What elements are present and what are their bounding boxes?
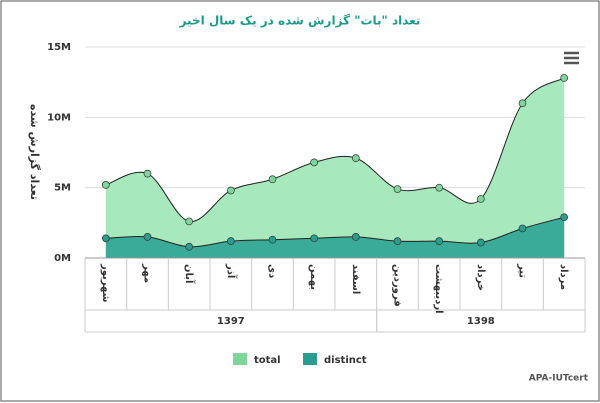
menu-icon[interactable]	[564, 51, 579, 65]
point	[476, 195, 485, 203]
group-label: 1397	[217, 316, 245, 327]
point	[560, 74, 569, 82]
y-tick-label: 5M	[54, 183, 71, 194]
group-label: 1398	[467, 316, 495, 327]
x-tick-label: اردیبهشت	[433, 264, 444, 314]
x-tick-label: فروردین	[392, 264, 403, 307]
point	[351, 233, 360, 241]
legend-label: distinct	[324, 355, 367, 366]
x-tick-label: تیر	[517, 263, 528, 278]
point	[101, 234, 110, 243]
point	[518, 224, 527, 233]
x-tick-label: آبان	[183, 264, 196, 284]
point	[143, 233, 152, 241]
x-tick-label: مرداد	[558, 264, 569, 290]
point	[226, 237, 235, 245]
point	[101, 181, 110, 189]
point	[518, 99, 527, 108]
x-tick-label: مهر	[142, 263, 153, 283]
point	[435, 237, 444, 245]
point	[560, 213, 569, 222]
point	[185, 242, 194, 251]
x-tick-label: شهریور	[100, 263, 111, 303]
point	[435, 183, 444, 192]
x-tick-label: اسفند	[350, 264, 361, 294]
y-tick-label: 0M	[54, 253, 71, 264]
y-tick-label: 15M	[47, 42, 71, 53]
y-tick-label: 10M	[47, 112, 71, 123]
legend-swatch	[303, 353, 317, 365]
x-tick-label: خرداد	[475, 264, 486, 291]
credit: APA-IUTcert	[529, 374, 589, 384]
point	[268, 235, 277, 244]
point	[226, 186, 235, 195]
point	[476, 238, 485, 247]
x-tick-label: دی	[267, 264, 278, 278]
point	[393, 185, 402, 193]
legend-swatch	[233, 353, 247, 365]
point	[393, 237, 402, 245]
point	[143, 169, 152, 178]
y-axis-title: تعداد گزارش شده	[28, 104, 41, 200]
x-tick-label: آذر	[225, 263, 238, 279]
point	[310, 234, 319, 243]
point	[268, 175, 277, 184]
series-line	[105, 77, 565, 222]
x-tick-label: بهمن	[308, 264, 319, 290]
chart-title: تعداد "بات" گزارش شده در یک سال اخیر	[179, 14, 421, 28]
point	[351, 154, 360, 162]
legend-label: total	[254, 355, 281, 366]
point	[310, 158, 319, 167]
area-fill	[105, 77, 565, 258]
point	[185, 217, 194, 226]
